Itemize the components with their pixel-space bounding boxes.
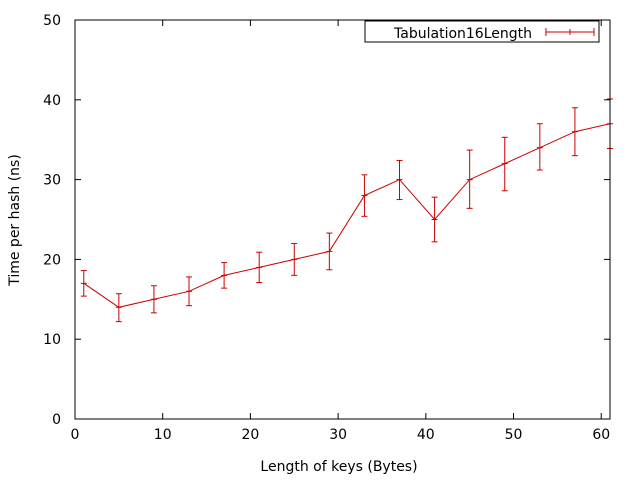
- x-tick-label: 50: [505, 427, 523, 443]
- x-tick-label: 10: [154, 427, 172, 443]
- y-tick-label: 40: [43, 93, 61, 109]
- axis-layer: 0 10 20 30 40 50 60 0 10 20 30 40 50: [43, 13, 611, 443]
- x-tick-label: 40: [417, 427, 435, 443]
- x-tick-label: 0: [71, 427, 80, 443]
- y-tick-label: 20: [43, 252, 61, 268]
- series-line: [83, 123, 611, 308]
- x-tick-label: 60: [592, 427, 610, 443]
- y-tick-label: 10: [43, 332, 61, 348]
- legend-swatch: [545, 28, 595, 36]
- y-axis-label: Time per hash (ns): [7, 154, 23, 287]
- x-axis-label: Length of keys (Bytes): [260, 459, 417, 475]
- plot-frame: [74, 19, 611, 420]
- x-tick-label: 20: [241, 427, 259, 443]
- legend: Tabulation16Length: [364, 20, 600, 43]
- plot-marks: [80, 98, 613, 323]
- y-tick-label: 50: [43, 13, 61, 29]
- legend-label: Tabulation16Length: [393, 26, 532, 42]
- y-tick-label: 30: [43, 173, 61, 189]
- x-tick-label: 30: [329, 427, 347, 443]
- y-tick-label: 0: [52, 412, 61, 428]
- legend-box: [364, 20, 600, 43]
